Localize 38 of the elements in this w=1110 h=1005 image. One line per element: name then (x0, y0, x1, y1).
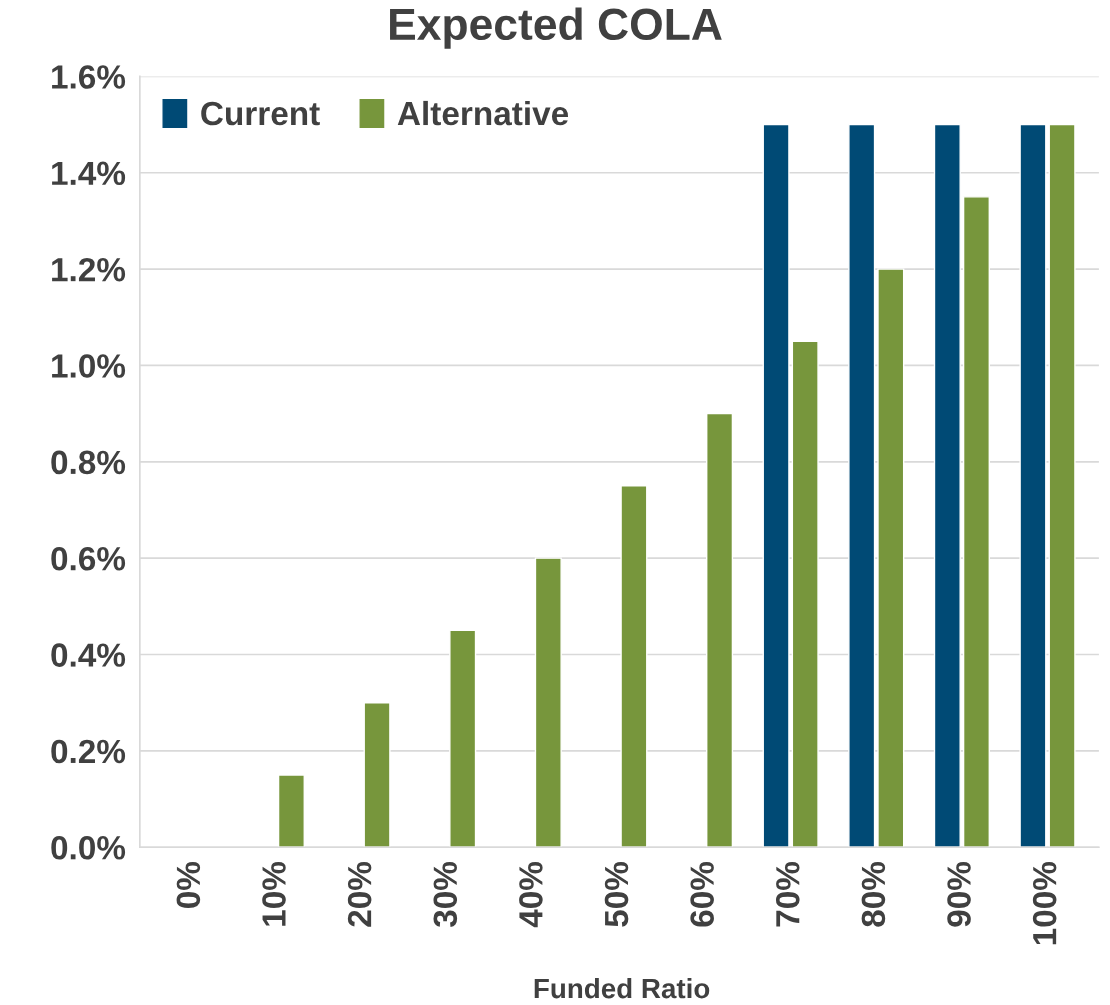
y-tick-label: 0.4% (51, 643, 126, 667)
x-tick-label: 30% (433, 861, 458, 928)
x-tick-label: 60% (690, 861, 714, 927)
x-tick-label: 100% (1032, 861, 1057, 945)
x-tick-label: 20% (347, 861, 372, 927)
x-axis-title: Funded Ratio (534, 977, 710, 999)
y-tick-label: 0.6% (51, 546, 126, 571)
x-tick-label: 10% (262, 861, 286, 926)
bar (534, 557, 562, 848)
y-tick-label: 1.0% (52, 354, 126, 378)
bar (791, 340, 819, 848)
bar (363, 701, 391, 848)
x-tick-label: 0% (176, 861, 201, 908)
bar (933, 123, 961, 848)
legend-label: Alternative (397, 100, 569, 126)
bar (1048, 123, 1076, 848)
bar (762, 123, 790, 848)
x-tick-label: 90% (947, 861, 971, 927)
bar (449, 629, 477, 848)
chart-title: Expected COLA (390, 7, 722, 49)
y-tick-label: 1.6% (52, 65, 126, 89)
x-tick-label: 40% (519, 861, 543, 928)
y-tick-label: 1.4% (52, 161, 126, 186)
x-tick-label: 70% (775, 861, 800, 927)
y-tick-label: 0.8% (51, 450, 126, 475)
legend-label: Current (201, 101, 320, 126)
bar (877, 268, 905, 848)
bar (1019, 123, 1047, 848)
y-tick-label: 1.2% (52, 257, 126, 282)
x-tick-label: 80% (861, 861, 886, 927)
bar (962, 196, 990, 848)
bar (620, 485, 648, 848)
y-tick-label: 0.0% (51, 836, 126, 860)
bar (848, 123, 876, 848)
y-tick-label: 0.2% (51, 739, 126, 764)
bar (706, 412, 734, 848)
bar (277, 774, 305, 848)
x-tick-label: 50% (604, 861, 629, 927)
